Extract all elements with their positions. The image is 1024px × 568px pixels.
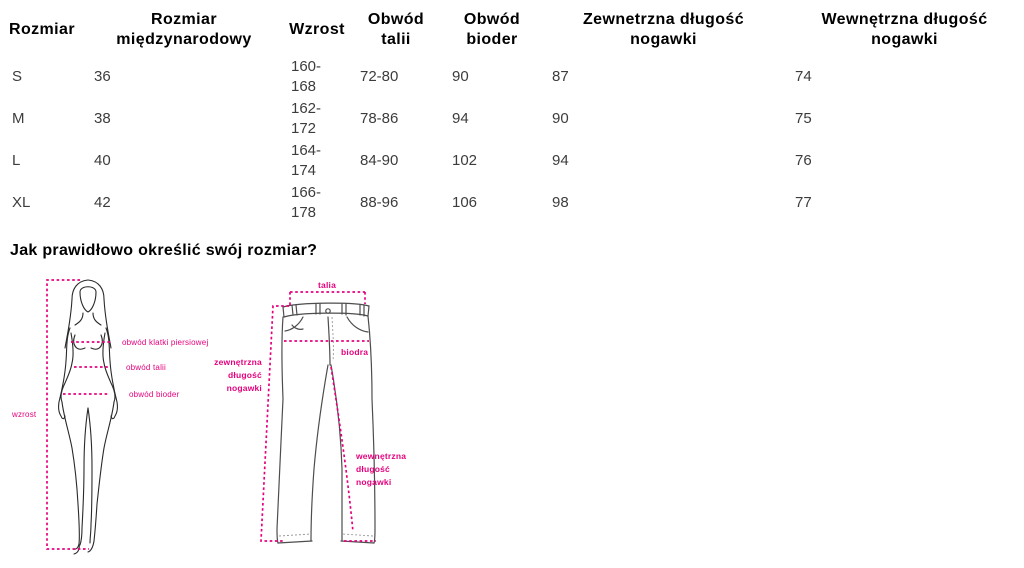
header-wzrost: Wzrost (289, 21, 345, 38)
waist-cell: 72-80 (360, 68, 399, 86)
header-obwod-bioder: Obwód bioder (463, 11, 521, 48)
pants-measurement-lines (260, 291, 376, 542)
outer-leg-cell: 87 (552, 68, 569, 86)
height-cell: 166-178 (291, 184, 322, 221)
intl-size-cell: 36 (94, 68, 111, 86)
inner-leg-cell: 77 (795, 194, 812, 212)
label-waist-circumference: obwód talii (126, 363, 166, 372)
section-heading: Jak prawidłowo określić swój rozmiar? (10, 242, 318, 259)
hips-cell: 90 (452, 68, 469, 86)
size-table: Rozmiar Rozmiar międzynarodowy Wzrost Ob… (0, 4, 1024, 224)
inner-leg-cell: 74 (795, 68, 812, 86)
table-row-xl: XL 42 166-178 88-96 106 98 77 (0, 182, 1024, 224)
measurement-diagram: obwód klatki piersiowej obwód talii obwó… (11, 279, 406, 555)
size-cell: XL (12, 194, 31, 212)
waist-cell: 88-96 (360, 194, 399, 212)
size-cell: S (12, 68, 23, 86)
outer-leg-cell: 94 (552, 152, 569, 170)
size-cell: M (12, 110, 25, 128)
hips-cell: 106 (452, 194, 478, 212)
hips-cell: 94 (452, 110, 469, 128)
height-cell: 164-174 (291, 142, 322, 179)
label-chest-circumference: obwód klatki piersiowej (122, 338, 208, 347)
woman-figure (58, 279, 118, 555)
label-outer-leg-length: zewnętrzna długość nogawki (214, 357, 262, 393)
table-header-row: Rozmiar Rozmiar międzynarodowy Wzrost Ob… (0, 4, 1024, 56)
label-pants-hips: biodra (341, 347, 368, 357)
label-pants-waist: talia (318, 280, 336, 290)
header-rozmiar-miedzynarodowy: Rozmiar międzynarodowy (116, 11, 252, 48)
header-zewnetrzna-dlugosc: Zewnetrzna długość nogawki (583, 11, 744, 48)
waist-cell: 84-90 (360, 152, 399, 170)
intl-size-cell: 40 (94, 152, 111, 170)
label-inner-leg-length: wewnętrzna długość nogawki (355, 451, 406, 487)
table-row-m: M 38 162-172 78-86 94 90 75 (0, 98, 1024, 140)
header-obwod-talii: Obwód talii (367, 11, 425, 48)
pants-figure (276, 302, 376, 544)
table-row-s: S 36 160-168 72-80 90 87 74 (0, 56, 1024, 98)
header-wewnetrzna-dlugosc: Wewnętrzna długość nogawki (821, 11, 988, 48)
size-cell: L (12, 152, 21, 170)
table-row-l: L 40 164-174 84-90 102 94 76 (0, 140, 1024, 182)
woman-measurement-lines (46, 279, 112, 550)
height-cell: 160-168 (291, 58, 322, 95)
intl-size-cell: 38 (94, 110, 111, 128)
hips-cell: 102 (452, 152, 478, 170)
label-hips-circumference: obwód bioder (129, 390, 180, 399)
inner-leg-cell: 76 (795, 152, 812, 170)
waist-cell: 78-86 (360, 110, 399, 128)
header-rozmiar: Rozmiar (9, 21, 75, 38)
outer-leg-cell: 90 (552, 110, 569, 128)
intl-size-cell: 42 (94, 194, 111, 212)
height-cell: 162-172 (291, 100, 322, 137)
label-height: wzrost (11, 410, 37, 419)
outer-leg-cell: 98 (552, 194, 569, 212)
inner-leg-cell: 75 (795, 110, 812, 128)
